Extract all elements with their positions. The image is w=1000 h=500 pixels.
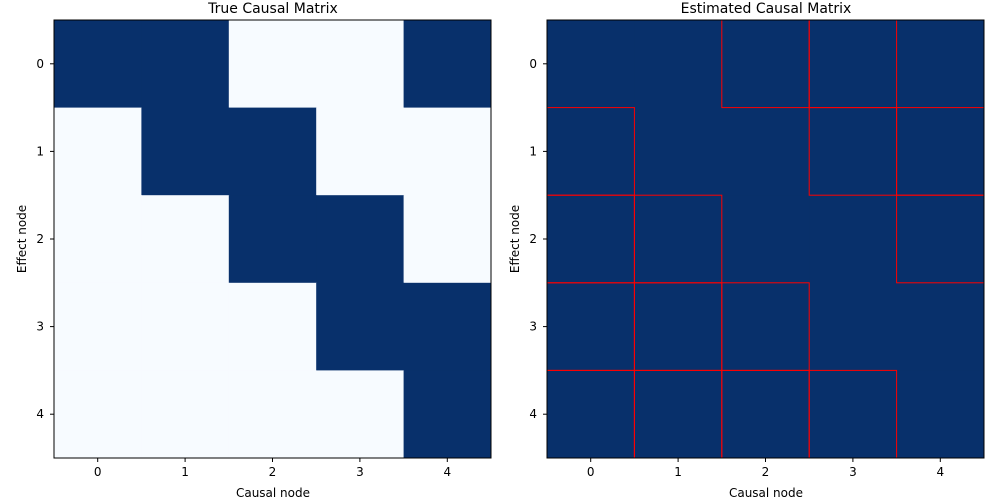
heatmap-cell <box>634 20 723 109</box>
x-axis-label: Causal node <box>729 486 803 500</box>
heatmap-cell <box>721 370 810 459</box>
heatmap-cell <box>721 195 810 284</box>
heatmap-cell <box>228 370 317 459</box>
heatmap-cell <box>896 195 985 284</box>
heatmap-cell <box>403 20 492 109</box>
x-tick-label: 2 <box>762 465 770 479</box>
y-tick-label: 3 <box>529 320 537 334</box>
chart-title: Estimated Causal Matrix <box>681 1 852 17</box>
heatmap-cell <box>547 20 635 109</box>
heatmap-cell <box>547 195 635 284</box>
heatmap-cell <box>634 370 723 459</box>
heatmap-cell <box>809 195 898 284</box>
estimated-matrix-panel: Estimated Causal Matrix 0 1 2 3 4 0 1 2 3 4 Caus… <box>508 1 985 500</box>
heatmap-cell <box>721 282 810 371</box>
heatmap-cell <box>403 282 492 371</box>
heatmap-cell <box>896 282 985 371</box>
chart-title: True Causal Matrix <box>207 1 338 17</box>
x-axis-label: Causal node <box>236 486 310 500</box>
heatmap-cell <box>54 282 142 371</box>
y-axis-label: Effect node <box>508 205 522 273</box>
x-tick-label: 3 <box>849 465 857 479</box>
y-tick-label: 0 <box>36 57 44 71</box>
y-tick-label: 2 <box>36 232 44 246</box>
y-tick-label: 3 <box>36 320 44 334</box>
true-matrix-panel: True Causal Matrix 0 1 2 3 4 0 1 2 3 4 Causal no… <box>15 1 492 500</box>
heatmap-cell <box>141 282 230 371</box>
x-ticks: 0 1 2 3 4 <box>94 458 451 479</box>
heatmap-cell <box>228 107 317 196</box>
x-tick-label: 4 <box>443 465 451 479</box>
heatmap-cell <box>316 370 405 459</box>
heatmap-cell <box>228 20 317 109</box>
heatmap-cell <box>809 282 898 371</box>
heatmap-cell <box>141 195 230 284</box>
heatmap-cells <box>54 20 492 459</box>
heatmap-cell <box>316 20 405 109</box>
x-tick-label: 0 <box>587 465 595 479</box>
y-tick-label: 1 <box>529 144 537 158</box>
heatmap-cell <box>316 107 405 196</box>
x-tick-label: 1 <box>674 465 682 479</box>
heatmap-cell <box>547 282 635 371</box>
heatmap-cell <box>54 370 142 459</box>
heatmap-cell <box>316 282 405 371</box>
heatmap-cell <box>141 370 230 459</box>
heatmap-cell <box>721 107 810 196</box>
heatmap-cells <box>547 20 985 459</box>
heatmap-cell <box>141 20 230 109</box>
heatmap-cell <box>54 195 142 284</box>
y-tick-label: 4 <box>36 407 44 421</box>
x-tick-label: 1 <box>181 465 189 479</box>
y-tick-label: 4 <box>529 407 537 421</box>
heatmap-cell <box>403 195 492 284</box>
heatmap-cell <box>634 195 723 284</box>
y-ticks: 0 1 2 3 4 <box>529 57 547 421</box>
x-tick-label: 2 <box>269 465 277 479</box>
heatmap-cell <box>896 20 985 109</box>
heatmap-cell <box>809 370 898 459</box>
heatmap-cell <box>896 370 985 459</box>
x-tick-label: 0 <box>94 465 102 479</box>
heatmap-cell <box>547 107 635 196</box>
heatmap-cell <box>141 107 230 196</box>
y-tick-label: 2 <box>529 232 537 246</box>
heatmap-cell <box>896 107 985 196</box>
x-tick-label: 4 <box>936 465 944 479</box>
y-ticks: 0 1 2 3 4 <box>36 57 54 421</box>
heatmap-cell <box>809 107 898 196</box>
heatmap-cell <box>634 282 723 371</box>
y-axis-label: Effect node <box>15 205 29 273</box>
heatmap-cell <box>54 20 142 109</box>
heatmap-cell <box>634 107 723 196</box>
y-tick-label: 1 <box>36 144 44 158</box>
heatmap-cell <box>403 370 492 459</box>
heatmap-cell <box>721 20 810 109</box>
x-ticks: 0 1 2 3 4 <box>587 458 944 479</box>
heatmap-cell <box>228 282 317 371</box>
heatmap-cell <box>403 107 492 196</box>
y-tick-label: 0 <box>529 57 537 71</box>
heatmap-cell <box>547 370 635 459</box>
heatmap-cell <box>54 107 142 196</box>
heatmap-cell <box>316 195 405 284</box>
x-tick-label: 3 <box>356 465 364 479</box>
heatmap-cell <box>809 20 898 109</box>
heatmap-cell <box>228 195 317 284</box>
